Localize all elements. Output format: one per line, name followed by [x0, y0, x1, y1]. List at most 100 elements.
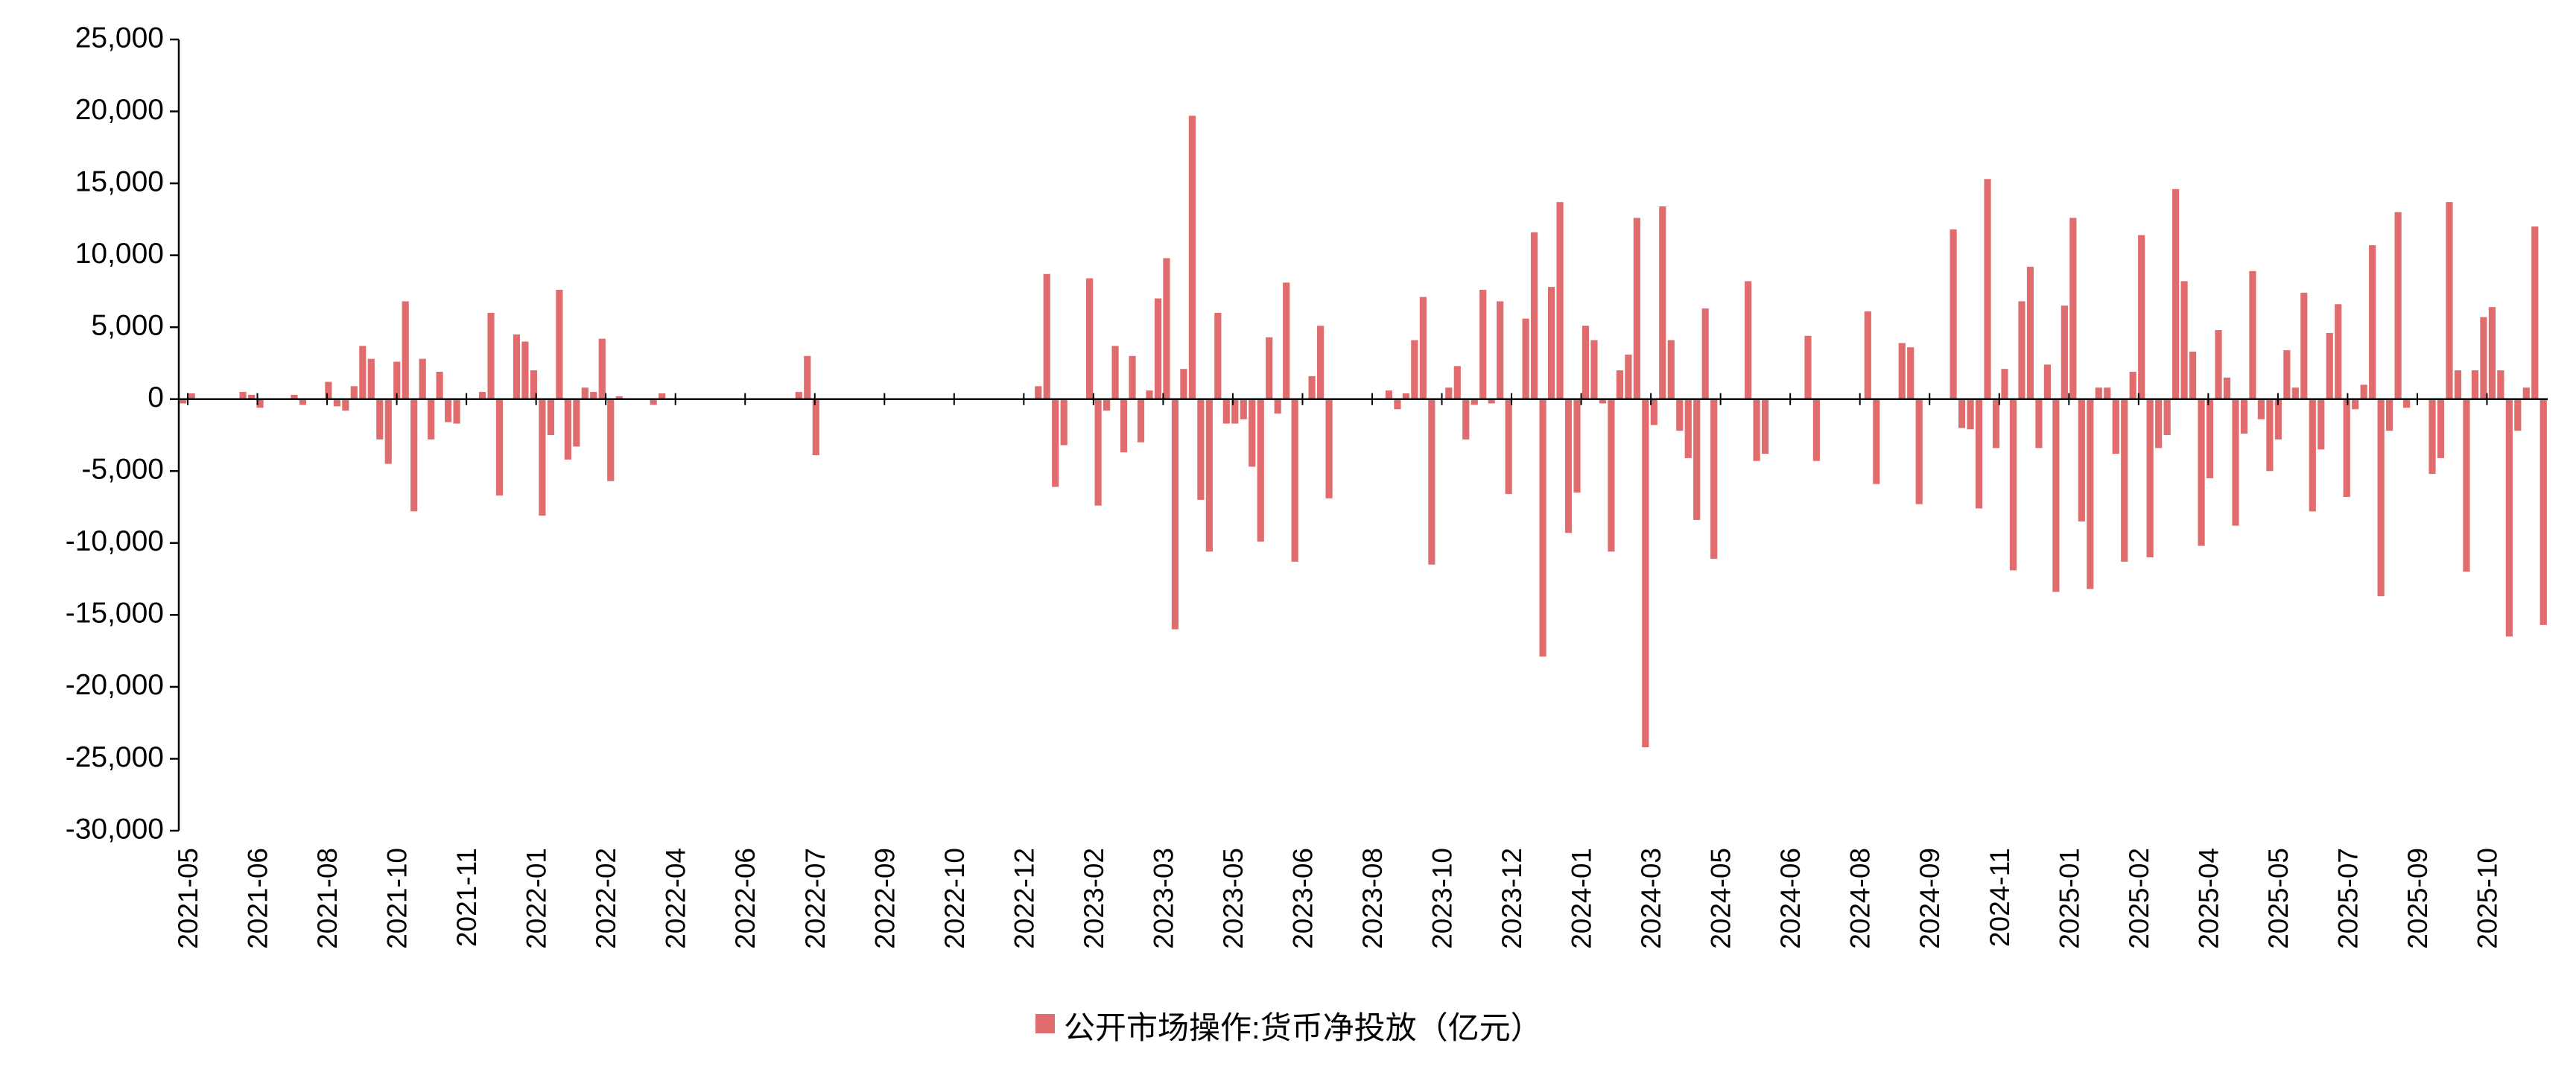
- bar: [1539, 399, 1546, 657]
- bar: [239, 392, 247, 399]
- x-tick-label: 2024-06: [1775, 848, 1806, 949]
- bar: [804, 355, 811, 399]
- bar: [2189, 352, 2197, 399]
- bar: [2505, 399, 2513, 637]
- bar: [607, 399, 615, 481]
- bar: [1214, 312, 1222, 399]
- x-tick-label: 2022-02: [591, 848, 621, 949]
- bar: [2326, 332, 2333, 399]
- x-tick-label: 2021-06: [243, 848, 273, 949]
- x-tick-label: 2021-10: [382, 848, 413, 949]
- bar: [445, 399, 452, 422]
- bar: [1967, 399, 1974, 430]
- x-tick-label: 2022-09: [869, 848, 900, 949]
- bar: [1445, 387, 1453, 399]
- bar: [1274, 399, 1281, 414]
- bar: [2104, 387, 2111, 399]
- bar: [180, 399, 187, 404]
- bar: [1505, 399, 1512, 495]
- bar: [342, 399, 349, 411]
- bar: [2539, 399, 2547, 625]
- bar: [384, 399, 392, 464]
- x-tick-label: 2022-12: [1009, 848, 1039, 949]
- bar: [1043, 273, 1050, 399]
- legend-swatch: [1035, 1014, 1055, 1033]
- bar: [1197, 399, 1205, 500]
- y-tick-label: -10,000: [66, 525, 164, 557]
- bar: [478, 392, 486, 399]
- bar: [2018, 301, 2025, 399]
- bar: [1060, 399, 1067, 446]
- x-tick-label: 2023-05: [1218, 848, 1249, 949]
- bar: [1599, 399, 1607, 404]
- bar: [2343, 399, 2350, 498]
- bar: [547, 399, 554, 435]
- bar: [2437, 399, 2445, 458]
- bar: [1479, 289, 1487, 399]
- x-tick-label: 2023-06: [1288, 848, 1319, 949]
- bar: [453, 399, 460, 424]
- bar: [1761, 399, 1769, 454]
- bar: [2172, 188, 2180, 399]
- bar: [615, 396, 623, 399]
- y-tick-label: -5,000: [81, 454, 164, 486]
- bar: [1693, 399, 1701, 520]
- bar: [1522, 318, 1529, 399]
- bar: [1094, 399, 1102, 506]
- bar: [2463, 399, 2470, 572]
- x-tick-label: 2022-06: [730, 848, 761, 949]
- bar: [1419, 297, 1427, 399]
- bar: [2180, 281, 2188, 399]
- bar: [487, 312, 495, 399]
- bar: [598, 338, 606, 399]
- bar: [2129, 372, 2136, 399]
- bar: [650, 399, 657, 405]
- bar: [2043, 364, 2051, 399]
- y-tick-label: -25,000: [66, 741, 164, 773]
- x-tick-label: 2021-08: [312, 848, 343, 949]
- bar: [2283, 350, 2291, 399]
- bar: [1753, 399, 1760, 461]
- bar: [2335, 304, 2342, 399]
- bar: [1205, 399, 1213, 552]
- bar: [1222, 399, 1230, 424]
- bar: [1745, 281, 1752, 399]
- bar: [1616, 370, 1623, 399]
- bar: [1915, 399, 1923, 504]
- x-tick-label: 2022-01: [521, 848, 552, 949]
- bar: [1684, 399, 1692, 458]
- bar: [1180, 369, 1187, 399]
- bar: [2300, 292, 2308, 399]
- bar: [1556, 202, 1564, 399]
- bar: [581, 387, 589, 399]
- bar: [188, 393, 195, 399]
- x-tick-label: 2025-09: [2402, 848, 2433, 949]
- bar: [2078, 399, 2085, 522]
- bar: [2232, 399, 2239, 526]
- bar: [393, 361, 401, 399]
- bar: [1497, 301, 1504, 399]
- x-tick-label: 2025-05: [2263, 848, 2294, 949]
- bar: [1642, 399, 1649, 748]
- x-tick-label: 2025-07: [2332, 848, 2363, 949]
- bar: [1701, 308, 1709, 399]
- bar: [359, 346, 367, 399]
- bar: [539, 399, 546, 516]
- x-tick-label: 2024-08: [1845, 848, 1876, 949]
- bar: [1385, 390, 1393, 399]
- x-tick-label: 2022-07: [800, 848, 831, 949]
- x-tick-label: 2024-03: [1636, 848, 1666, 949]
- bar: [495, 399, 504, 496]
- y-tick-label: -20,000: [66, 669, 164, 701]
- x-tick-label: 2025-10: [2472, 848, 2503, 949]
- bar: [1154, 298, 1162, 399]
- bar: [2215, 330, 2222, 399]
- bar: [2095, 387, 2102, 399]
- x-tick-label: 2025-01: [2054, 848, 2084, 949]
- bar: [1052, 399, 1059, 487]
- bar: [376, 399, 384, 440]
- bar: [521, 341, 529, 399]
- bar: [1129, 355, 1136, 399]
- bar: [2274, 399, 2282, 440]
- x-tick-label: 2024-11: [1985, 848, 2015, 947]
